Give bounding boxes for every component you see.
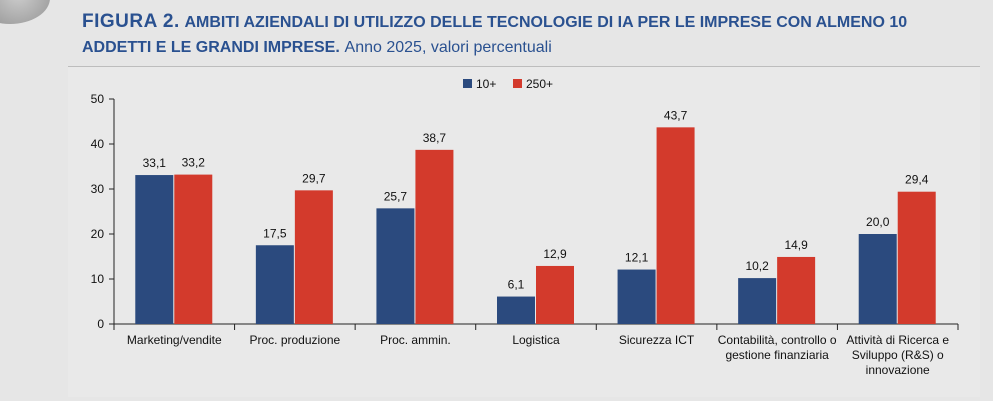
decorative-pie-logo [0,0,50,24]
data-label: 29,7 [302,171,326,185]
bar-series1 [738,278,777,324]
bar-series2 [656,127,695,324]
data-label: 38,7 [423,131,447,145]
data-label: 20,0 [866,215,890,229]
data-label: 12,9 [543,247,567,261]
figure-title: FIGURA 2. AMBITI AZIENDALI DI UTILIZZO D… [82,10,962,60]
data-label: 33,1 [143,156,167,170]
bar-series2 [536,265,574,324]
bar-series1 [858,234,897,324]
category-label: Attività di Ricerca e [846,333,949,347]
data-label: 10,2 [745,259,769,273]
data-label: 6,1 [508,278,525,292]
y-tick-label: 10 [91,272,105,286]
bar-series2 [777,256,816,324]
bar-series1 [617,269,656,324]
chart-area: 0 10 20 30 40 50 33,1 33,2 Marketing/vendite 17,5… [68,66,980,397]
data-label: 29,4 [905,173,929,187]
legend-swatch [513,79,522,88]
bar-chart: 0 10 20 30 40 50 33,1 33,2 Marketing/vendite 17,5… [91,77,959,377]
data-label: 43,7 [664,108,688,122]
legend-label: 10+ [476,77,496,91]
category-label: gestione finanziaria [725,348,829,362]
category-label: Logistica [512,333,560,347]
category-label: Proc. ammin. [380,333,451,347]
data-label: 12,1 [625,251,649,265]
bar-series2 [897,191,936,324]
bar-series1 [376,208,415,324]
legend-swatch [463,79,472,88]
y-tick-label: 20 [91,227,105,241]
legend-label: 250+ [526,77,553,91]
y-tick-label: 50 [91,92,105,106]
y-tick-label: 0 [97,317,104,331]
figure-main-title: AMBITI AZIENDALI DI UTILIZZO DELLE TECNO… [82,14,908,56]
figure-subtitle: Anno 2025, valori percentuali [344,39,552,56]
category-label: innovazione [866,363,930,377]
bar-series2 [415,149,454,324]
y-tick-label: 40 [91,137,105,151]
category-label: Proc. produzione [249,333,340,347]
category-label: Sviluppo (R&S) o [852,348,944,362]
bar-series2 [294,190,333,324]
bar-series2 [174,174,213,324]
bar-series1 [135,175,174,324]
category-label: Sicurezza ICT [619,333,695,347]
bar-series1 [255,245,294,324]
data-label: 25,7 [384,189,408,203]
category-label: Contabilità, controllo o [718,333,837,347]
bar-series1 [497,296,535,324]
category-label: Marketing/vendite [127,333,222,347]
data-label: 14,9 [784,238,808,252]
figure-label: FIGURA 2. [82,11,180,32]
data-label: 33,2 [182,156,206,170]
y-tick-label: 30 [91,182,105,196]
data-label: 17,5 [263,226,287,240]
